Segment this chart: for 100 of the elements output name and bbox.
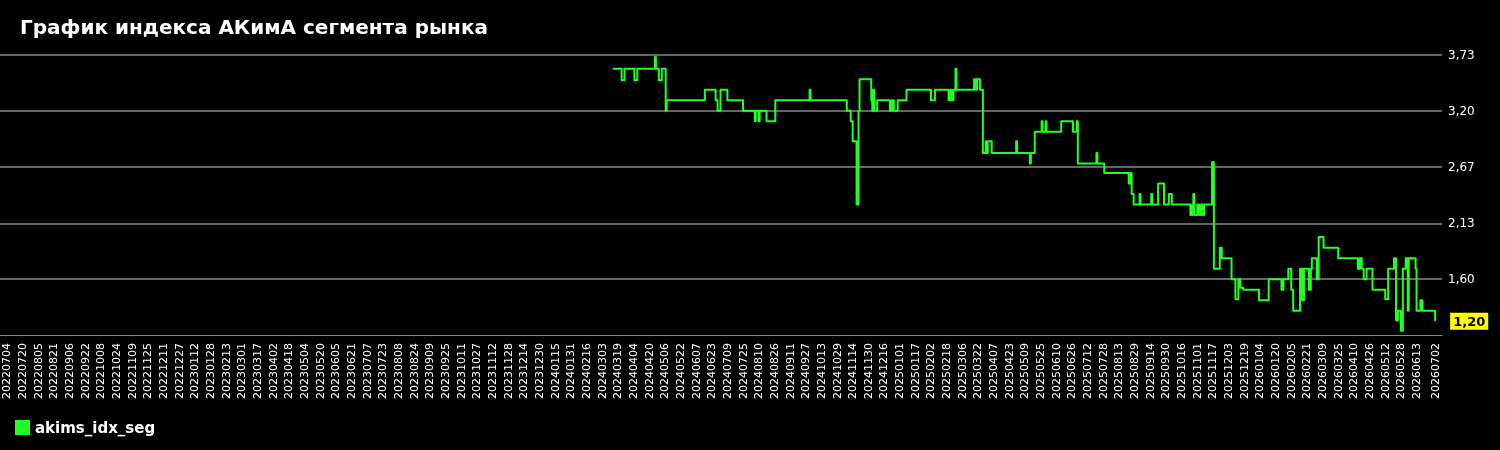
x-tick-label: 20230909 bbox=[423, 343, 437, 399]
x-tick-label: 20250610 bbox=[1049, 343, 1063, 399]
x-tick-label: 20250626 bbox=[1065, 343, 1079, 399]
y-tick-label: 2,13 bbox=[1448, 216, 1475, 231]
x-tick-label: 20260410 bbox=[1347, 343, 1361, 399]
y-tick-label: 3,20 bbox=[1448, 103, 1475, 118]
x-tick-label: 20231011 bbox=[454, 343, 468, 399]
x-tick-label: 20231230 bbox=[532, 343, 546, 399]
x-tick-label: 20230112 bbox=[188, 343, 202, 399]
x-tick-label: 20230605 bbox=[329, 343, 343, 399]
legend-label: akims_idx_seg bbox=[35, 418, 156, 437]
x-tick-label: 20250117 bbox=[908, 343, 922, 399]
x-tick-label: 20220720 bbox=[16, 343, 30, 399]
x-tick-label: 20260613 bbox=[1410, 343, 1424, 399]
x-tick-label: 20250728 bbox=[1096, 343, 1110, 399]
x-tick-label: 20240623 bbox=[705, 343, 719, 399]
x-tick-label: 20260205 bbox=[1284, 343, 1298, 399]
x-tick-label: 20230520 bbox=[313, 343, 327, 399]
x-tick-label: 20221227 bbox=[172, 343, 186, 399]
x-tick-label: 20230213 bbox=[219, 343, 233, 399]
x-tick-label: 20230301 bbox=[235, 343, 249, 399]
x-tick-label: 20240131 bbox=[564, 343, 578, 399]
x-tick-label: 20240404 bbox=[626, 343, 640, 399]
x-tick-label: 20241029 bbox=[830, 343, 844, 399]
x-tick-label: 20220821 bbox=[47, 343, 61, 399]
x-tick-label: 20240927 bbox=[799, 343, 813, 399]
x-tick-label: 20230402 bbox=[266, 343, 280, 399]
x-tick-label: 20250525 bbox=[1034, 343, 1048, 399]
y-tick-label: 1,60 bbox=[1448, 272, 1475, 287]
chart-title: График индекса АКимА сегмента рынка bbox=[20, 15, 488, 39]
x-tick-label: 20240522 bbox=[673, 343, 687, 399]
x-tick-label: 20260120 bbox=[1269, 343, 1283, 399]
x-tick-label: 20231128 bbox=[501, 343, 515, 399]
x-tick-label: 20260528 bbox=[1394, 343, 1408, 399]
x-tick-label: 20240810 bbox=[752, 343, 766, 399]
x-tick-label: 20220805 bbox=[31, 343, 45, 399]
x-tick-label: 20260426 bbox=[1363, 343, 1377, 399]
x-tick-label: 20240725 bbox=[736, 343, 750, 399]
x-tick-label: 20241114 bbox=[846, 343, 860, 399]
x-tick-label: 20220704 bbox=[0, 343, 14, 399]
x-tick-label: 20240506 bbox=[658, 343, 672, 399]
x-tick-label: 20220906 bbox=[63, 343, 77, 399]
x-tick-label: 20250813 bbox=[1112, 343, 1126, 399]
x-tick-label: 20230317 bbox=[250, 343, 264, 399]
x-tick-label: 20250509 bbox=[1018, 343, 1032, 399]
annotation: 1,20 bbox=[1453, 313, 1486, 329]
x-tick-label: 20230723 bbox=[376, 343, 390, 399]
x-tick-label: 20240826 bbox=[767, 343, 781, 399]
x-tick-label: 20241216 bbox=[877, 343, 891, 399]
x-tick-label: 20230621 bbox=[344, 343, 358, 399]
x-tick-label: 20230925 bbox=[438, 343, 452, 399]
x-tick-label: 20230504 bbox=[297, 343, 311, 399]
x-tick-label: 20230824 bbox=[407, 343, 421, 399]
y-tick-label: 2,67 bbox=[1448, 159, 1475, 174]
x-tick-label: 20231112 bbox=[485, 343, 499, 399]
x-tick-label: 20260512 bbox=[1378, 343, 1392, 399]
x-tick-label: 20251117 bbox=[1206, 343, 1220, 399]
x-tick-label: 20221125 bbox=[141, 343, 155, 399]
x-tick-label: 20250218 bbox=[940, 343, 954, 399]
x-tick-label: 20251203 bbox=[1222, 343, 1236, 399]
x-tick-label: 20221109 bbox=[125, 343, 139, 399]
x-tick-label: 20241013 bbox=[814, 343, 828, 399]
x-tick-label: 20251101 bbox=[1190, 343, 1204, 399]
x-tick-label: 20240319 bbox=[611, 343, 625, 399]
x-tick-label: 20260221 bbox=[1300, 343, 1314, 399]
x-tick-label: 20251016 bbox=[1175, 343, 1189, 399]
x-tick-label: 20240420 bbox=[642, 343, 656, 399]
x-tick-label: 20221008 bbox=[94, 343, 108, 399]
x-tick-label: 20230128 bbox=[203, 343, 217, 399]
x-tick-label: 20221211 bbox=[156, 343, 170, 399]
y-tick-label: 3,73 bbox=[1448, 48, 1475, 62]
x-tick-label: 20250407 bbox=[987, 343, 1001, 399]
x-tick-label: 20240115 bbox=[548, 343, 562, 399]
x-tick-label: 20231027 bbox=[470, 343, 484, 399]
x-tick-label: 20260104 bbox=[1253, 343, 1267, 399]
x-tick-label: 20230418 bbox=[282, 343, 296, 399]
x-tick-label: 20240607 bbox=[689, 343, 703, 399]
x-tick-label: 20260309 bbox=[1316, 343, 1330, 399]
x-tick-label: 20220922 bbox=[78, 343, 92, 399]
x-tick-label: 20240216 bbox=[579, 343, 593, 399]
x-tick-label: 20250930 bbox=[1159, 343, 1173, 399]
x-tick-label: 20230808 bbox=[391, 343, 405, 399]
x-tick-label: 20241130 bbox=[861, 343, 875, 399]
x-tick-label: 20250914 bbox=[1143, 343, 1157, 399]
x-tick-label: 20230707 bbox=[360, 343, 374, 399]
x-tick-label: 20250322 bbox=[971, 343, 985, 399]
x-tick-label: 20240911 bbox=[783, 343, 797, 399]
x-tick-label: 20240303 bbox=[595, 343, 609, 399]
x-tick-label: 20240709 bbox=[720, 343, 734, 399]
x-tick-label: 20250202 bbox=[924, 343, 938, 399]
x-tick-label: 20250423 bbox=[1002, 343, 1016, 399]
x-tick-label: 20250712 bbox=[1081, 343, 1095, 399]
x-tick-label: 20221024 bbox=[110, 343, 123, 399]
x-tick-label: 20260702 bbox=[1428, 343, 1442, 399]
x-tick-label: 20231214 bbox=[517, 343, 531, 399]
x-tick-label: 20260325 bbox=[1331, 343, 1345, 399]
x-tick-label: 20250306 bbox=[955, 343, 969, 399]
x-tick-label: 20250101 bbox=[893, 343, 907, 399]
x-tick-label: 20251219 bbox=[1237, 343, 1251, 399]
x-tick-label: 20250829 bbox=[1128, 343, 1142, 399]
